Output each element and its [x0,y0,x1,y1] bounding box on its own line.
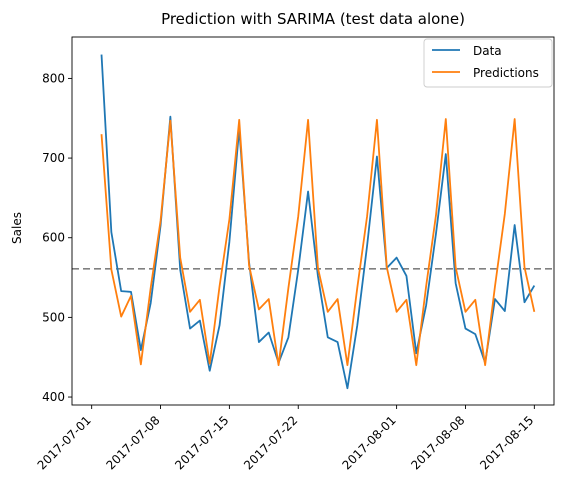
y-tick-label: 400 [42,390,65,404]
series-line-0 [100,54,536,390]
y-tick-label: 500 [42,310,65,324]
legend-label-predictions: Predictions [473,66,539,80]
y-tick-label: 800 [42,71,65,85]
legend: Data Predictions [423,38,553,88]
x-ticks: 2017-07-01 2017-07-08 2017-07-15 2017-07-22… [35,405,536,472]
y-ticks: 400 500 600 700 800 [42,71,72,404]
y-axis: Sales 400 500 600 700 800 [10,71,72,404]
x-tick-label: 2017-07-08 [103,413,162,472]
x-tick-label: 2017-08-15 [477,413,536,472]
plot-frame [71,36,555,406]
y-tick-label: 700 [42,151,65,165]
legend-box [423,38,553,88]
series-line-1 [100,118,536,367]
x-tick-label: 2017-08-08 [408,413,467,472]
x-axis: 2017-07-01 2017-07-08 2017-07-15 2017-07-22… [35,405,536,472]
chart-title: Prediction with SARIMA (test data alone) [161,10,465,28]
x-tick-label: 2017-07-15 [172,413,231,472]
legend-label-data: Data [473,44,502,58]
y-tick-label: 600 [42,231,65,245]
series-layer [100,54,536,390]
x-tick-label: 2017-08-01 [340,413,399,472]
y-axis-label: Sales [10,212,24,244]
x-tick-label: 2017-07-22 [241,413,300,472]
x-tick-label: 2017-07-01 [35,413,94,472]
